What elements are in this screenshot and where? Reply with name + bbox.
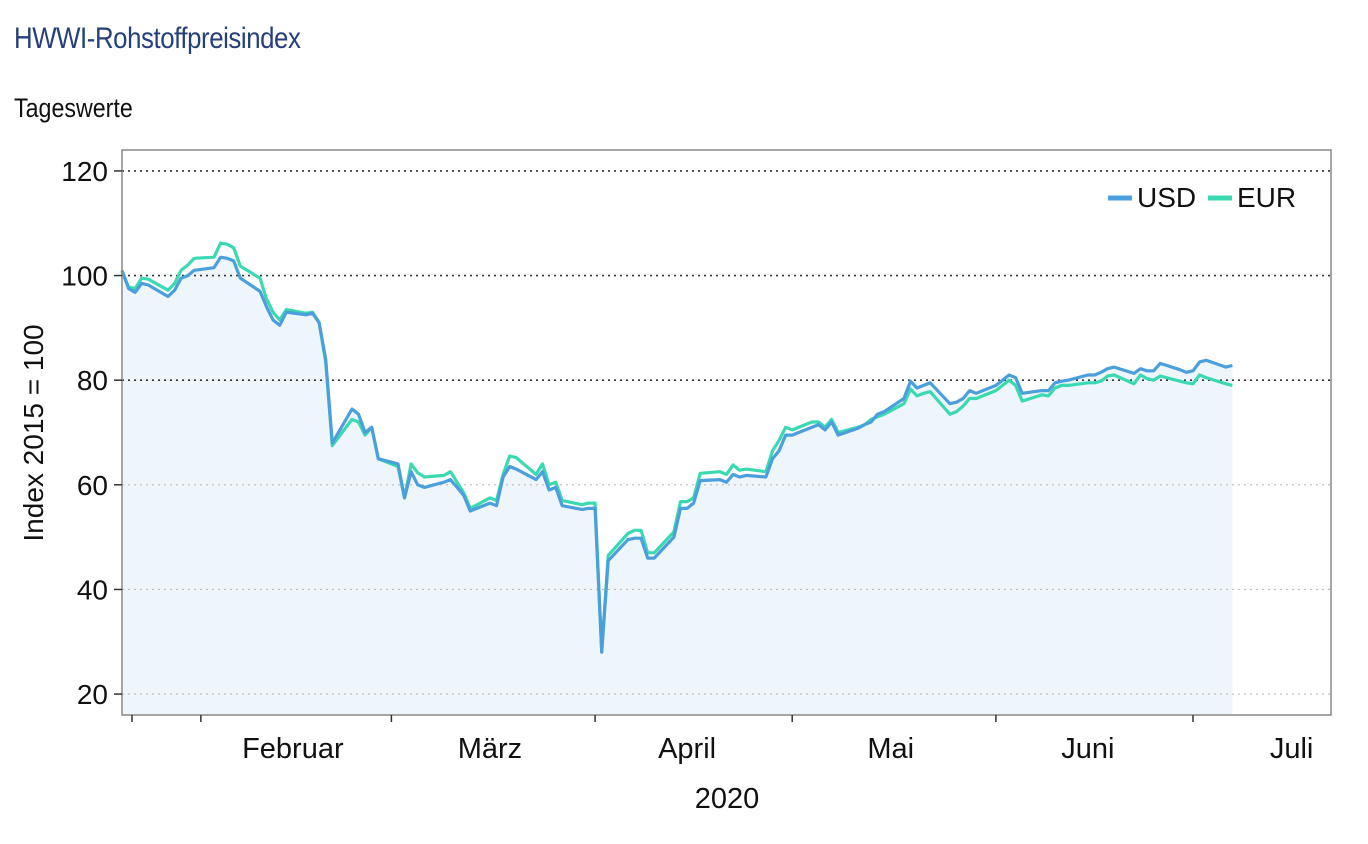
y-tick-label-40: 40 [77,574,108,605]
series-layer [120,241,1233,654]
chart-subtitle: Tageswerte [14,93,133,123]
y-tick-label-20: 20 [77,679,108,710]
x-tick-label-juni: Juni [1061,733,1114,765]
legend-label-eur: EUR [1237,182,1296,213]
x-tick-label-februar: Februar [242,733,344,765]
legend: USD EUR [1108,182,1296,213]
area-fill-layer [122,257,1233,715]
y-tick-label-100: 100 [61,261,108,292]
x-axis-label: 2020 [695,783,760,815]
y-axis: 20 40 60 80 100 120 [61,156,122,710]
x-tick-label-mai: Mai [867,733,914,765]
x-axis: Februar März April Mai Juni Juli [131,715,1314,765]
x-tick-label-märz: März [458,733,522,765]
x-tick-label-juli: Juli [1270,733,1314,765]
plot-frame [121,149,1332,716]
y-tick-label-120: 120 [61,156,108,187]
area-fill [122,257,1233,715]
y-tick-label-80: 80 [77,365,108,396]
y-tick-label-60: 60 [77,470,108,501]
plot-frame-layer [121,149,1332,716]
series-line-usd [120,255,1233,654]
chart-title: HWWI-Rohstoffpreisindex [14,22,301,55]
x-tick-label-april: April [658,733,716,765]
y-axis-label: Index 2015 = 100 [18,324,49,541]
legend-label-usd: USD [1137,182,1196,213]
